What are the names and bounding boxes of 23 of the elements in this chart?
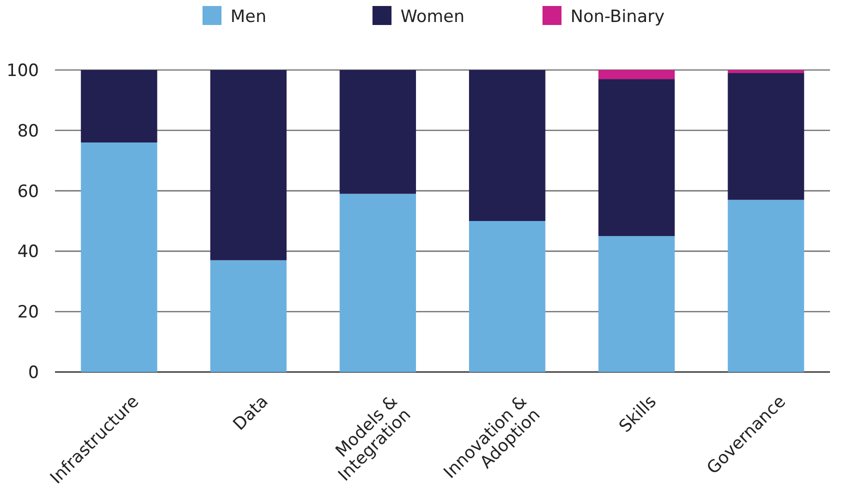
bar bbox=[80, 70, 158, 142]
bar bbox=[728, 73, 804, 200]
bar bbox=[598, 70, 675, 80]
bar bbox=[728, 70, 804, 74]
legend-label: Non-Binary bbox=[570, 7, 665, 27]
legend-label: Men bbox=[230, 7, 266, 27]
bar bbox=[340, 194, 416, 372]
y-tick-label: 80 bbox=[17, 121, 39, 142]
legend-label: Women bbox=[400, 7, 465, 27]
bar bbox=[728, 200, 804, 372]
y-tick-label: 0 bbox=[28, 362, 39, 383]
bar bbox=[469, 70, 546, 221]
bar bbox=[210, 70, 287, 260]
bar bbox=[340, 70, 416, 194]
bar bbox=[598, 79, 675, 236]
y-tick-label: 20 bbox=[17, 302, 39, 323]
y-tick-label: 100 bbox=[6, 60, 39, 81]
bar bbox=[210, 260, 287, 372]
y-tick-label: 40 bbox=[17, 242, 39, 262]
y-tick-label: 60 bbox=[17, 182, 39, 202]
bar bbox=[598, 236, 675, 372]
bar bbox=[469, 221, 546, 372]
bar bbox=[80, 142, 158, 372]
